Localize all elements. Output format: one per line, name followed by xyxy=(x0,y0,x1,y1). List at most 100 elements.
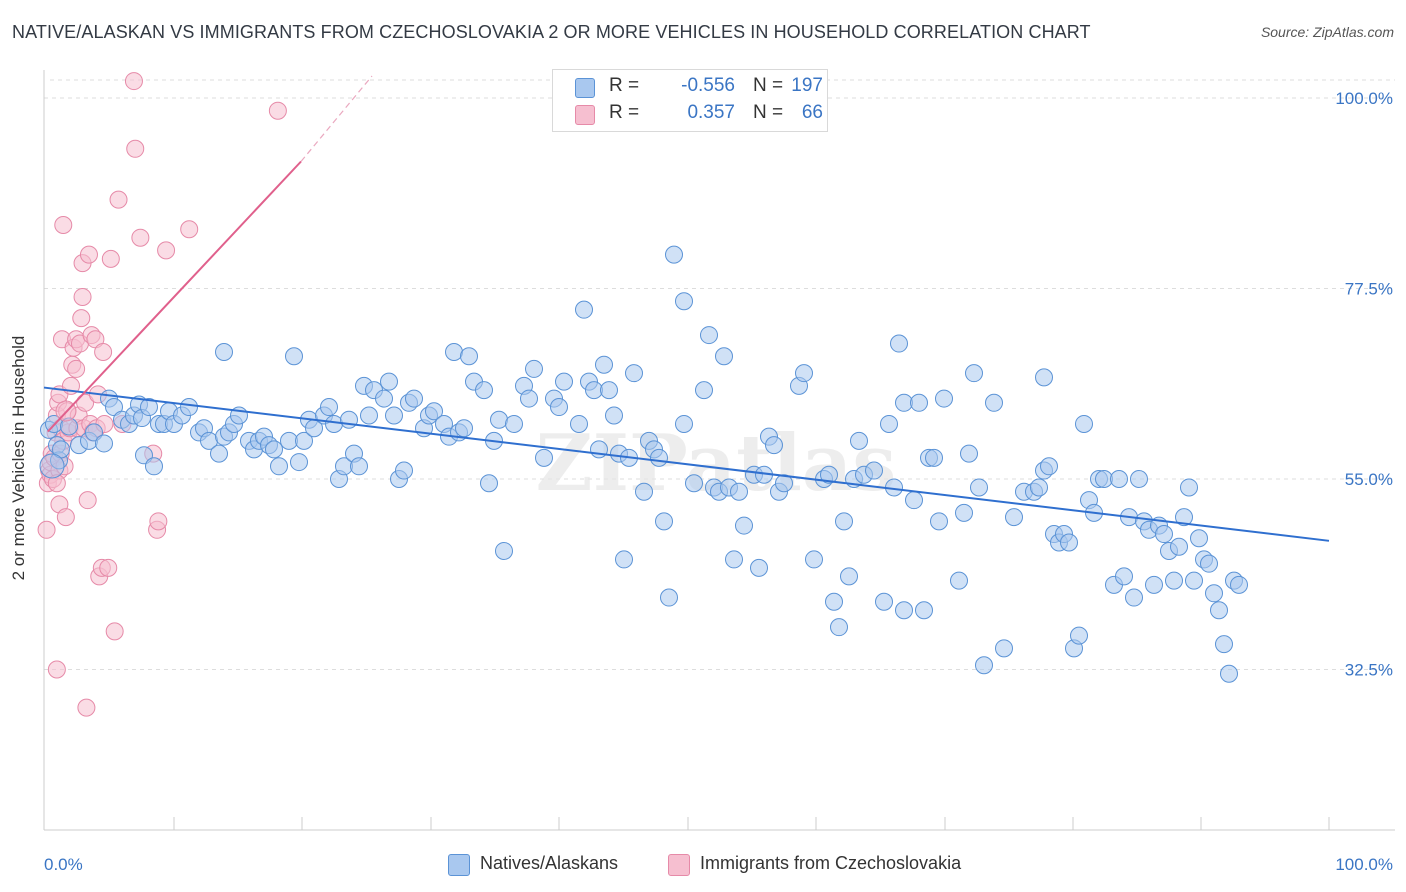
legend-r-value: 0.357 xyxy=(687,102,735,123)
legend-n-label: N = xyxy=(753,75,784,96)
natives-point xyxy=(935,389,953,408)
natives-point xyxy=(39,453,65,479)
natives-point xyxy=(295,431,313,450)
immigrants-point xyxy=(99,558,118,577)
natives-point xyxy=(1220,664,1238,683)
natives-point xyxy=(820,465,838,484)
natives-point xyxy=(605,406,623,425)
natives-point xyxy=(660,588,678,607)
natives-point xyxy=(925,448,943,467)
natives-point xyxy=(905,491,923,510)
natives-point xyxy=(915,601,933,620)
natives-point xyxy=(490,410,508,429)
natives-point xyxy=(700,326,718,345)
natives-point xyxy=(555,372,573,391)
immigrants-trend-line xyxy=(47,160,302,433)
natives-point xyxy=(525,359,543,378)
natives-point xyxy=(480,474,498,493)
natives-point xyxy=(550,398,568,417)
bottom-legend-label-immigrants: Immigrants from Czechoslovakia xyxy=(700,853,962,873)
natives-point xyxy=(665,245,683,264)
immigrants-point xyxy=(79,245,98,264)
natives-point xyxy=(445,343,463,361)
immigrants-point xyxy=(47,660,66,679)
y-tick-label: 32.5% xyxy=(1345,661,1393,680)
immigrants-point xyxy=(180,220,199,239)
natives-point xyxy=(380,372,398,391)
natives-point xyxy=(140,398,158,417)
immigrants-point xyxy=(94,343,113,361)
natives-point xyxy=(955,503,973,522)
immigrants-point xyxy=(109,190,128,209)
natives-point xyxy=(795,364,813,383)
natives-point xyxy=(960,444,978,463)
natives-point xyxy=(1185,571,1203,590)
natives-point xyxy=(95,434,113,453)
natives-point xyxy=(535,448,553,467)
natives-point xyxy=(950,571,968,590)
natives-point xyxy=(985,393,1003,412)
natives-point xyxy=(360,406,378,425)
immigrants-point xyxy=(157,241,176,260)
natives-point xyxy=(395,461,413,480)
natives-point xyxy=(340,410,358,429)
immigrants-point xyxy=(126,139,145,158)
natives-point xyxy=(270,457,288,476)
natives-point xyxy=(1205,584,1223,603)
legend-r-label: R = xyxy=(609,75,640,96)
natives-point xyxy=(1040,457,1058,476)
y-tick-label: 77.5% xyxy=(1345,280,1393,299)
natives-point xyxy=(265,440,283,459)
natives-point xyxy=(655,512,673,531)
natives-point xyxy=(180,398,198,417)
natives-point xyxy=(495,541,513,560)
natives-point xyxy=(60,417,78,436)
natives-point xyxy=(1155,525,1173,544)
natives-point xyxy=(965,364,983,383)
natives-point xyxy=(635,482,653,501)
natives-point xyxy=(615,550,633,569)
natives-point xyxy=(930,512,948,531)
natives-point xyxy=(775,474,793,493)
natives-point xyxy=(385,406,403,425)
natives-point xyxy=(585,381,603,400)
natives-point xyxy=(910,393,928,412)
immigrants-point xyxy=(149,512,168,531)
natives-point xyxy=(1125,588,1143,607)
legend-r-label: R = xyxy=(609,102,640,123)
immigrants-trend-extension xyxy=(300,75,373,162)
legend-n-value: 66 xyxy=(801,102,823,123)
natives-point xyxy=(970,478,988,497)
natives-point xyxy=(685,474,703,493)
natives-point xyxy=(830,618,848,637)
natives-point xyxy=(1005,508,1023,527)
natives-point xyxy=(840,567,858,586)
natives-point xyxy=(325,414,343,433)
immigrants-point xyxy=(54,216,73,234)
natives-point xyxy=(730,482,748,501)
immigrants-point xyxy=(56,508,75,527)
natives-point xyxy=(850,431,868,450)
natives-point xyxy=(475,381,493,400)
immigrants-point xyxy=(77,698,96,717)
legend-r-value: -0.556 xyxy=(681,75,735,96)
natives-point xyxy=(145,457,163,476)
natives-point xyxy=(1110,470,1128,488)
y-tick-label: 55.0% xyxy=(1345,470,1393,489)
natives-point xyxy=(600,381,618,400)
natives-point xyxy=(825,592,843,611)
natives-point xyxy=(460,347,478,366)
natives-point xyxy=(320,398,338,417)
natives-point xyxy=(1180,478,1198,497)
natives-point xyxy=(695,381,713,400)
chart-title: NATIVE/ALASKAN VS IMMIGRANTS FROM CZECHO… xyxy=(12,22,1091,42)
immigrants-point xyxy=(268,101,287,120)
natives-point xyxy=(880,414,898,433)
natives-point xyxy=(1145,575,1163,594)
bottom-legend-swatch-natives xyxy=(448,854,470,876)
natives-point xyxy=(875,592,893,611)
x-tick-label: 0.0% xyxy=(44,855,83,874)
legend-swatch-immigrants xyxy=(575,105,595,125)
immigrants-point xyxy=(47,474,66,493)
natives-point xyxy=(570,414,588,433)
